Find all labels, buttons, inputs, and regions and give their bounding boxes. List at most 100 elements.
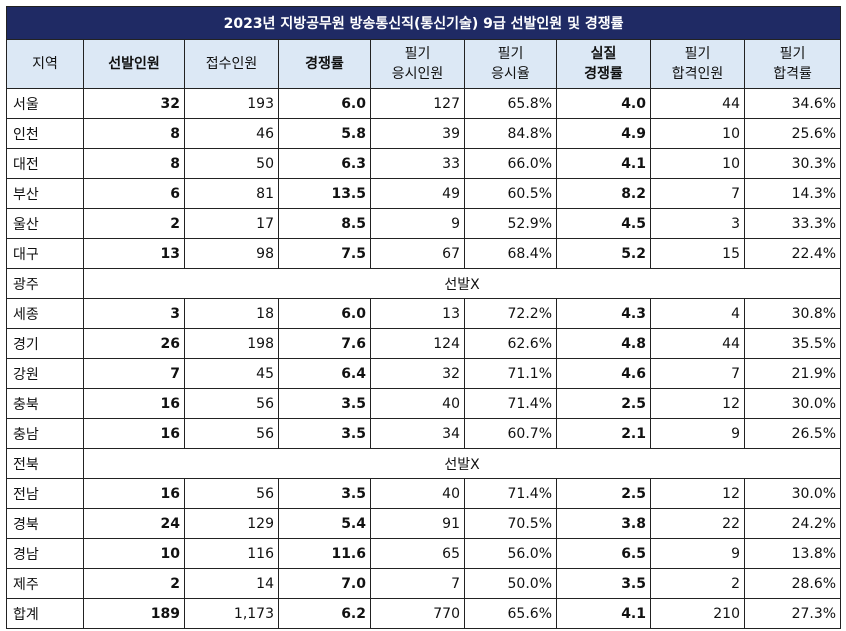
value-cell: 65.8% [464,88,557,119]
region-cell: 대전 [6,148,84,179]
value-cell: 3.5 [278,388,371,419]
value-cell: 5.2 [556,238,651,269]
value-cell: 16 [83,418,185,449]
value-cell: 1,173 [184,598,279,629]
table-row: 충북 16 56 3.5 40 71.4% 2.5 12 30.0% [6,388,842,419]
value-cell: 3.8 [556,508,651,539]
value-cell: 32 [370,358,465,389]
value-cell: 28.6% [743,568,842,599]
region-cell: 부산 [6,178,84,209]
value-cell: 189 [83,598,185,629]
value-cell: 56 [184,418,279,449]
value-cell: 7 [83,358,185,389]
column-header-line1: 필기 [779,46,806,62]
value-cell: 71.4% [464,388,557,419]
value-cell: 49 [370,178,465,209]
column-header-line1: 필기 [404,46,431,62]
value-cell: 4.0 [556,88,651,119]
value-cell: 3 [83,298,185,329]
column-header-line1: 필기 [684,46,711,62]
value-cell: 67 [370,238,465,269]
value-cell: 8 [83,118,185,149]
value-cell: 4.5 [556,208,651,239]
value-cell: 34 [370,418,465,449]
value-cell: 72.2% [464,298,557,329]
value-cell: 32 [83,88,185,119]
value-cell: 40 [370,388,465,419]
value-cell: 60.5% [464,178,557,209]
value-cell: 81 [184,178,279,209]
value-cell: 13 [370,298,465,329]
region-cell: 세종 [6,298,84,329]
value-cell: 7 [370,568,465,599]
value-cell: 10 [83,538,185,569]
value-cell: 7 [650,358,745,389]
merged-note-cell: 선발X [82,448,842,479]
value-cell: 56 [184,478,279,509]
value-cell: 3.5 [556,568,651,599]
value-cell: 6 [83,178,185,209]
value-cell: 5.8 [278,118,371,149]
value-cell: 56 [184,388,279,419]
value-cell: 6.0 [278,298,371,329]
value-cell: 5.4 [278,508,371,539]
value-cell: 12 [650,478,745,509]
value-cell: 8 [83,148,185,179]
value-cell: 7.5 [278,238,371,269]
value-cell: 6.0 [278,88,371,119]
value-cell: 62.6% [464,328,557,359]
column-header-line2: 응시인원 [391,66,444,82]
value-cell: 9 [370,208,465,239]
value-cell: 71.1% [464,358,557,389]
table-row: 울산 2 17 8.5 9 52.9% 4.5 3 33.3% [6,208,842,239]
value-cell: 2 [650,568,745,599]
value-cell: 14.3% [743,178,842,209]
region-cell: 충북 [6,388,84,419]
region-cell: 인천 [6,118,84,149]
column-header-line1: 경쟁률 [305,56,344,72]
value-cell: 4.1 [556,148,651,179]
value-cell: 13.5 [278,178,371,209]
value-cell: 65.6% [464,598,557,629]
value-cell: 2.1 [556,418,651,449]
value-cell: 65 [370,538,465,569]
table-row: 전북 선발X [6,448,842,479]
table-row: 대구 13 98 7.5 67 68.4% 5.2 15 22.4% [6,238,842,269]
value-cell: 39 [370,118,465,149]
value-cell: 6.3 [278,148,371,179]
table-row: 인천 8 46 5.8 39 84.8% 4.9 10 25.6% [6,118,842,149]
region-cell: 경남 [6,538,84,569]
value-cell: 22 [650,508,745,539]
value-cell: 30.8% [743,298,842,329]
value-cell: 4.3 [556,298,651,329]
value-cell: 21.9% [743,358,842,389]
table-body: 서울 32 193 6.0 127 65.8% 4.0 44 34.6% 인천 8 46 5.8 39 84… [6,88,842,629]
column-header-line2: 경쟁률 [584,66,623,82]
value-cell: 6.4 [278,358,371,389]
column-header: 접수인원 [184,39,279,89]
value-cell: 16 [83,478,185,509]
value-cell: 4.8 [556,328,651,359]
value-cell: 24.2% [743,508,842,539]
region-cell: 전북 [6,448,84,479]
value-cell: 127 [370,88,465,119]
value-cell: 4.6 [556,358,651,389]
column-header-line1: 지역 [32,56,58,72]
table-row: 부산 6 81 13.5 49 60.5% 8.2 7 14.3% [6,178,842,209]
value-cell: 210 [650,598,745,629]
value-cell: 9 [650,538,745,569]
value-cell: 11.6 [278,538,371,569]
value-cell: 7 [650,178,745,209]
value-cell: 3.5 [278,418,371,449]
table-row: 전남 16 56 3.5 40 71.4% 2.5 12 30.0% [6,478,842,509]
value-cell: 91 [370,508,465,539]
column-header-line1: 선발인원 [108,56,160,72]
value-cell: 33 [370,148,465,179]
header-row: 지역 선발인원 접수인원 경쟁률 필기 응시인원 필기 응시율 실질 경쟁률 필기 합격인원 필기 합격률 [6,39,842,89]
value-cell: 30.0% [743,388,842,419]
competition-table-container: 2023년 지방공무원 방송통신직(통신기술) 9급 선발인원 및 경쟁률 지역… [5,6,842,629]
region-cell: 광주 [6,268,84,299]
value-cell: 56.0% [464,538,557,569]
value-cell: 26 [83,328,185,359]
value-cell: 116 [184,538,279,569]
